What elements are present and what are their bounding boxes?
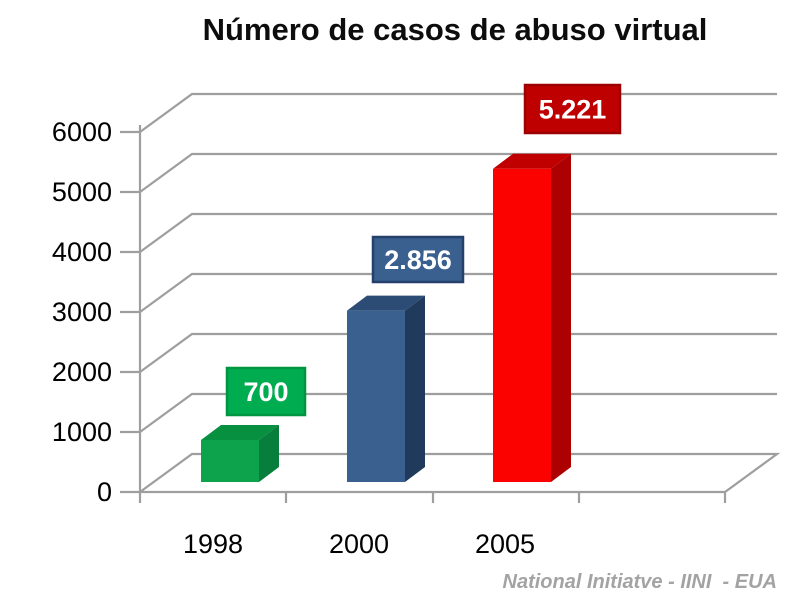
value-box-1998 [225, 366, 307, 417]
gridline-5000 [139, 152, 777, 193]
bar-1998 [201, 440, 259, 482]
bar-side-2005 [551, 153, 571, 483]
x-axis-label-2000: 2000 [329, 529, 389, 559]
x-axis-label-2005: 2005 [475, 529, 535, 559]
gridline-1000 [139, 392, 777, 433]
y-axis-label-2000: 2000 [52, 357, 112, 387]
bar-top-1998 [201, 425, 279, 440]
y-axis-label-3000: 3000 [52, 297, 112, 327]
value-label-1998: 700 [243, 377, 288, 407]
gridline-4000 [139, 212, 777, 253]
source-note: National Initiatve - IINI - EUA [502, 571, 777, 593]
value-label-2005: 5.221 [539, 95, 607, 125]
bar-side-2000 [405, 295, 425, 482]
y-axis-label-6000: 6000 [52, 117, 112, 147]
gridline-2000 [139, 332, 777, 373]
gridline-3000 [139, 272, 777, 313]
y-axis-label-1000: 1000 [52, 417, 112, 447]
y-axis-label-5000: 5000 [52, 177, 112, 207]
chart-title: Número de casos de abuso virtual [202, 12, 708, 47]
bar-side-1998 [259, 425, 279, 482]
y-axis-label-0: 0 [97, 477, 112, 507]
value-label-2000: 2.856 [384, 245, 452, 275]
bar-top-2005 [493, 153, 571, 169]
value-box-2005 [523, 83, 622, 135]
floor-plane [139, 452, 781, 494]
bar-top-2000 [347, 295, 425, 311]
bar-2000 [347, 310, 405, 482]
gridline-6000 [139, 92, 777, 133]
x-axis-label-1998: 1998 [183, 529, 243, 559]
value-box-2000 [371, 235, 465, 284]
y-axis-label-4000: 4000 [52, 237, 112, 267]
bar-2005 [493, 168, 551, 483]
